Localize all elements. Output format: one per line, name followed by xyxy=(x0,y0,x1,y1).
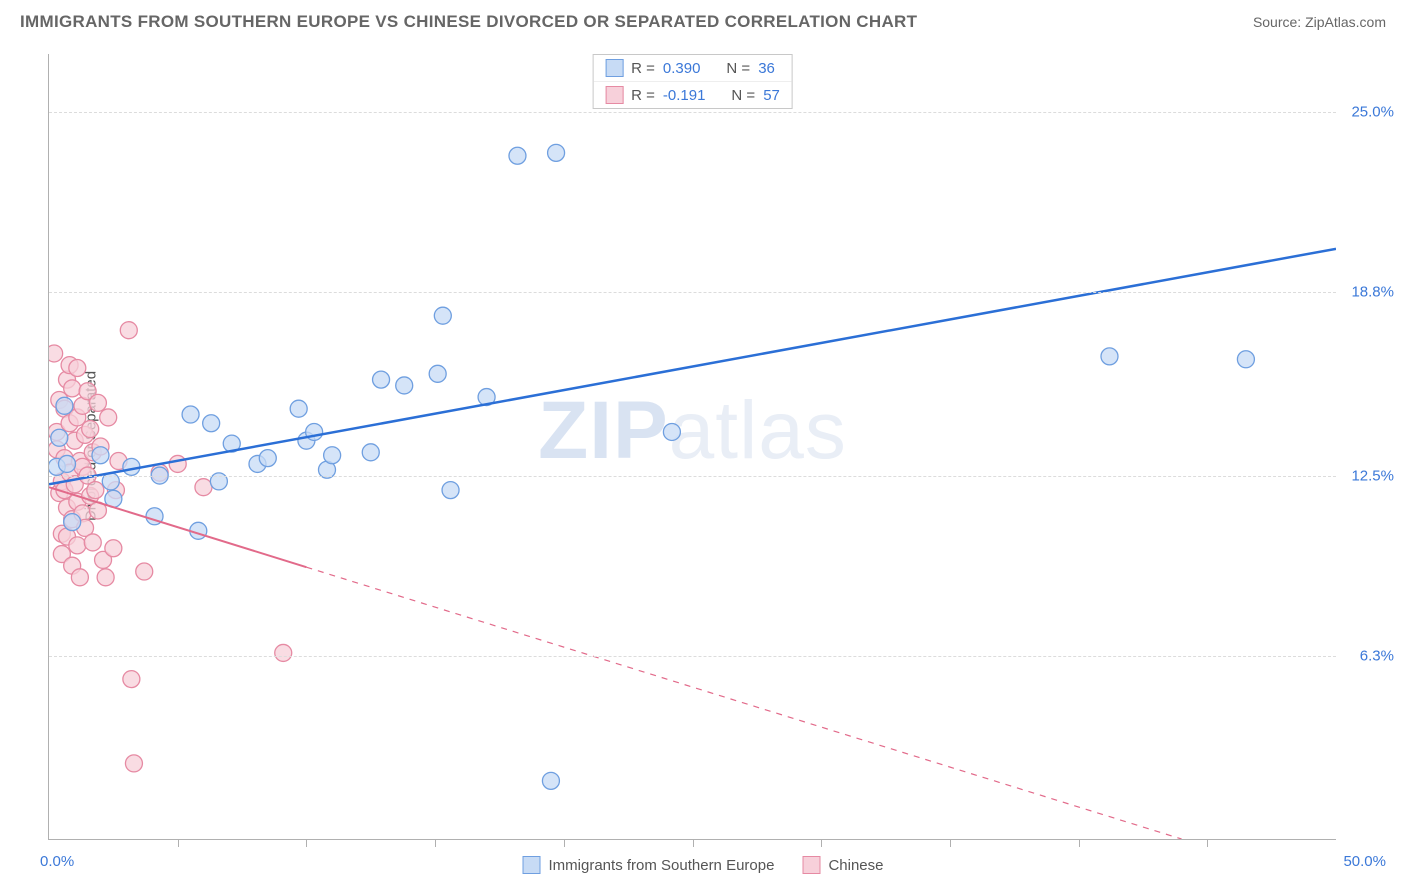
legend-n-value: 36 xyxy=(758,60,775,77)
pink-trendline-dash xyxy=(306,567,1181,839)
pink-point xyxy=(97,569,114,586)
legend-swatch-icon xyxy=(523,856,541,874)
blue-point xyxy=(51,429,68,446)
x-axis-min-label: 0.0% xyxy=(40,853,74,870)
x-axis-tick xyxy=(1079,839,1080,847)
pink-point xyxy=(105,540,122,557)
blue-point xyxy=(509,147,526,164)
pink-point xyxy=(87,482,104,499)
pink-point xyxy=(136,563,153,580)
gridline xyxy=(49,656,1336,657)
blue-point xyxy=(290,400,307,417)
x-axis-tick xyxy=(564,839,565,847)
legend-top-row: R = 0.390 N = 36 xyxy=(593,55,792,82)
y-axis-tick-label: 12.5% xyxy=(1351,467,1394,484)
blue-point xyxy=(663,423,680,440)
blue-point xyxy=(373,371,390,388)
x-axis-tick xyxy=(306,839,307,847)
x-axis-tick xyxy=(693,839,694,847)
pink-point xyxy=(84,534,101,551)
chart-svg xyxy=(49,54,1336,839)
blue-point xyxy=(548,144,565,161)
pink-point xyxy=(64,380,81,397)
legend-series-label: Immigrants from Southern Europe xyxy=(549,857,775,874)
pink-point xyxy=(120,322,137,339)
pink-point xyxy=(275,644,292,661)
pink-point xyxy=(49,345,63,362)
x-axis-tick xyxy=(950,839,951,847)
x-axis-max-label: 50.0% xyxy=(1343,853,1386,870)
gridline xyxy=(49,476,1336,477)
blue-trendline xyxy=(49,249,1336,485)
legend-swatch-icon xyxy=(605,59,623,77)
chart-source: Source: ZipAtlas.com xyxy=(1253,14,1386,30)
pink-point xyxy=(71,569,88,586)
pink-point xyxy=(69,360,86,377)
legend-n-label: N = xyxy=(726,60,750,77)
legend-n-label: N = xyxy=(731,87,755,104)
blue-point xyxy=(123,458,140,475)
gridline xyxy=(49,292,1336,293)
legend-swatch-icon xyxy=(605,86,623,104)
blue-point xyxy=(1237,351,1254,368)
pink-point xyxy=(69,537,86,554)
chart-title: IMMIGRANTS FROM SOUTHERN EUROPE VS CHINE… xyxy=(20,12,917,32)
legend-top-row: R = -0.191 N = 57 xyxy=(593,82,792,108)
chart-area: ZIPatlas R = 0.390N = 36R = -0.191N = 57… xyxy=(48,54,1336,840)
legend-n-value: 57 xyxy=(763,87,780,104)
blue-point xyxy=(59,455,76,472)
blue-point xyxy=(64,514,81,531)
blue-point xyxy=(56,397,73,414)
blue-point xyxy=(362,444,379,461)
x-axis-tick xyxy=(1207,839,1208,847)
blue-point xyxy=(429,365,446,382)
legend-r-label: R = xyxy=(631,87,655,104)
x-axis-tick xyxy=(821,839,822,847)
legend-r-value: -0.191 xyxy=(663,87,706,104)
x-axis-tick xyxy=(178,839,179,847)
legend-bottom-item: Immigrants from Southern Europe xyxy=(523,856,775,874)
pink-point xyxy=(125,755,142,772)
pink-point xyxy=(89,394,106,411)
blue-point xyxy=(1101,348,1118,365)
pink-point xyxy=(100,409,117,426)
blue-point xyxy=(182,406,199,423)
y-axis-tick-label: 25.0% xyxy=(1351,104,1394,121)
legend-series-label: Chinese xyxy=(828,857,883,874)
y-axis-tick-label: 18.8% xyxy=(1351,284,1394,301)
legend-swatch-icon xyxy=(802,856,820,874)
blue-point xyxy=(434,307,451,324)
gridline xyxy=(49,112,1336,113)
pink-point xyxy=(123,671,140,688)
blue-point xyxy=(442,482,459,499)
blue-point xyxy=(259,450,276,467)
blue-point xyxy=(92,447,109,464)
blue-point xyxy=(203,415,220,432)
legend-r-label: R = xyxy=(631,60,655,77)
pink-point xyxy=(82,421,99,438)
blue-point xyxy=(324,447,341,464)
blue-point xyxy=(396,377,413,394)
pink-point xyxy=(195,479,212,496)
x-axis-tick xyxy=(435,839,436,847)
legend-r-value: 0.390 xyxy=(663,60,701,77)
blue-point xyxy=(542,772,559,789)
legend-bottom-item: Chinese xyxy=(802,856,883,874)
legend-bottom: Immigrants from Southern Europe Chinese xyxy=(523,856,884,874)
pink-point xyxy=(169,455,186,472)
legend-top: R = 0.390 N = 36 R = -0.191 N = 57 xyxy=(592,54,793,109)
y-axis-tick-label: 6.3% xyxy=(1360,647,1394,664)
